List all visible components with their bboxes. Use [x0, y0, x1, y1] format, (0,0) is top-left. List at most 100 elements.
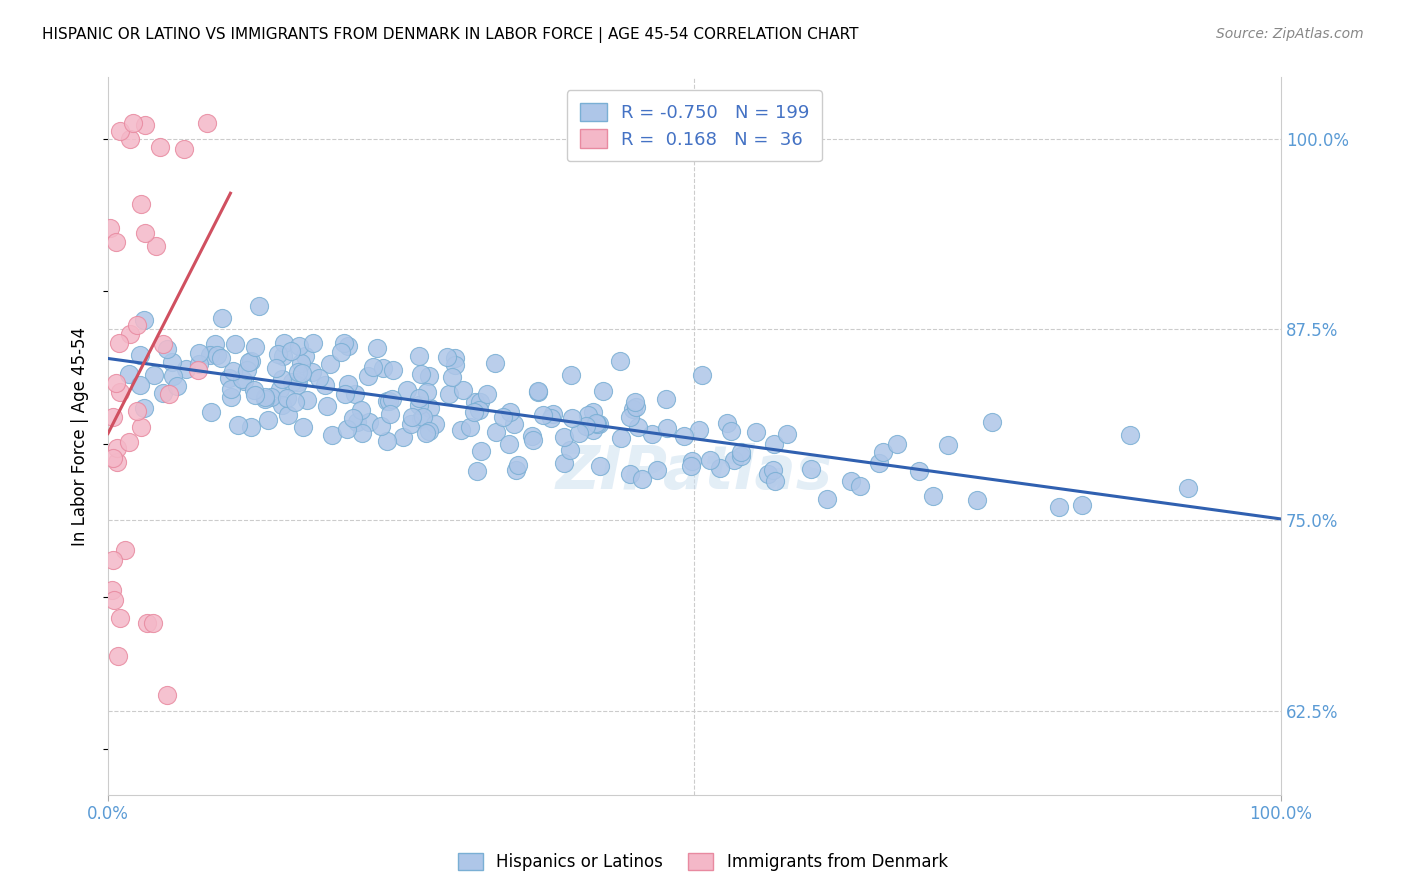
- Point: [285, 378, 308, 392]
- Point: [149, 140, 172, 154]
- Point: [657, 420, 679, 434]
- Point: [498, 437, 520, 451]
- Point: [333, 386, 356, 401]
- Point: [105, 442, 128, 456]
- Point: [450, 423, 472, 437]
- Point: [464, 395, 486, 409]
- Point: [1071, 499, 1094, 513]
- Point: [453, 384, 475, 398]
- Text: Source: ZipAtlas.com: Source: ZipAtlas.com: [1216, 27, 1364, 41]
- Point: [922, 489, 945, 503]
- Point: [776, 427, 799, 442]
- Point: [361, 360, 384, 375]
- Point: [281, 375, 304, 389]
- Point: [381, 362, 404, 376]
- Point: [239, 354, 262, 368]
- Text: ZIPatlas: ZIPatlas: [555, 442, 832, 501]
- Point: [343, 386, 366, 401]
- Point: [399, 417, 422, 432]
- Point: [378, 394, 401, 409]
- Point: [1047, 500, 1070, 514]
- Point: [129, 197, 152, 211]
- Point: [437, 387, 460, 401]
- Point: [157, 386, 180, 401]
- Point: [531, 408, 554, 422]
- Point: [219, 390, 242, 404]
- Point: [337, 376, 360, 391]
- Point: [409, 367, 432, 381]
- Point: [408, 349, 430, 363]
- Point: [468, 394, 491, 409]
- Point: [568, 425, 591, 440]
- Point: [160, 355, 183, 369]
- Point: [101, 410, 124, 425]
- Point: [287, 365, 309, 379]
- Point: [1177, 481, 1199, 495]
- Point: [247, 299, 270, 313]
- Point: [619, 467, 641, 482]
- Point: [100, 582, 122, 597]
- Point: [744, 425, 766, 439]
- Point: [188, 346, 211, 360]
- Point: [872, 445, 894, 459]
- Point: [723, 453, 745, 467]
- Point: [436, 350, 458, 364]
- Point: [936, 438, 959, 452]
- Point: [226, 418, 249, 433]
- Point: [135, 615, 157, 630]
- Point: [129, 377, 152, 392]
- Point: [276, 391, 298, 405]
- Point: [302, 336, 325, 351]
- Point: [502, 417, 524, 432]
- Point: [526, 384, 548, 398]
- Point: [280, 344, 302, 359]
- Point: [260, 390, 283, 404]
- Point: [640, 427, 662, 442]
- Point: [709, 461, 731, 475]
- Point: [264, 361, 287, 376]
- Point: [401, 410, 423, 425]
- Point: [287, 375, 309, 389]
- Point: [763, 474, 786, 488]
- Point: [458, 420, 481, 434]
- Point: [966, 492, 988, 507]
- Point: [1118, 428, 1140, 442]
- Point: [588, 417, 610, 431]
- Point: [198, 349, 221, 363]
- Point: [134, 118, 156, 132]
- Point: [132, 401, 155, 415]
- Point: [243, 384, 266, 398]
- Point: [630, 472, 652, 486]
- Point: [484, 355, 506, 369]
- Point: [416, 384, 439, 399]
- Point: [101, 553, 124, 567]
- Point: [122, 116, 145, 130]
- Point: [218, 371, 240, 385]
- Point: [188, 357, 211, 371]
- Point: [104, 235, 127, 250]
- Point: [730, 449, 752, 463]
- Point: [118, 131, 141, 145]
- Point: [231, 372, 253, 386]
- Point: [301, 365, 323, 379]
- Point: [333, 335, 356, 350]
- Point: [444, 351, 467, 365]
- Point: [257, 412, 280, 426]
- Point: [505, 463, 527, 477]
- Point: [330, 345, 353, 359]
- Point: [292, 419, 315, 434]
- Y-axis label: In Labor Force | Age 45-54: In Labor Force | Age 45-54: [72, 326, 89, 546]
- Point: [145, 239, 167, 253]
- Point: [108, 384, 131, 399]
- Point: [108, 124, 131, 138]
- Point: [142, 616, 165, 631]
- Point: [621, 401, 644, 416]
- Point: [350, 425, 373, 440]
- Point: [349, 403, 371, 417]
- Point: [492, 409, 515, 424]
- Point: [485, 425, 508, 439]
- Point: [381, 392, 404, 406]
- Point: [408, 391, 430, 405]
- Point: [441, 370, 464, 384]
- Point: [588, 459, 610, 474]
